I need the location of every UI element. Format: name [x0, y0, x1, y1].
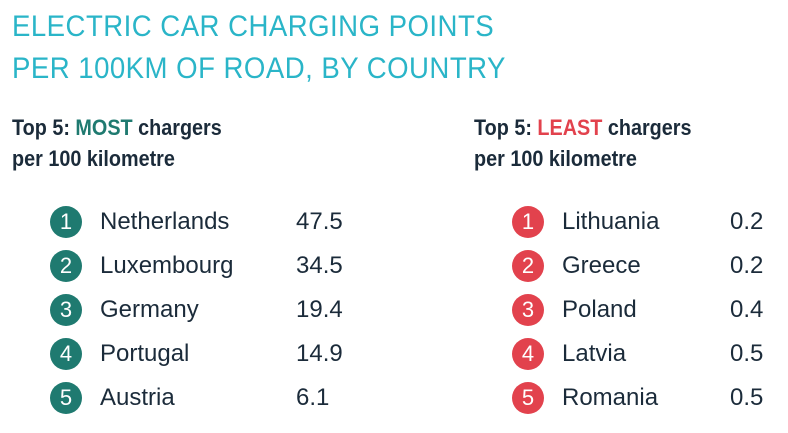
most-heading-line-1: Top 5: MOST chargers	[12, 112, 336, 143]
rank-badge: 1	[50, 206, 82, 238]
least-heading-highlight: LEAST	[537, 115, 603, 140]
most-heading-highlight: MOST	[75, 115, 133, 140]
charger-value: 0.2	[730, 252, 764, 279]
charger-value: 0.2	[730, 208, 764, 235]
country-name: Poland	[562, 296, 637, 323]
country-name: Romania	[562, 384, 659, 411]
rank-badge: 1	[512, 206, 544, 238]
charger-value: 34.5	[296, 252, 343, 279]
rank-badge: 3	[512, 294, 544, 326]
country-name: Portugal	[100, 340, 190, 367]
least-heading-line-1: Top 5: LEAST chargers	[474, 112, 753, 143]
country-name: Lithuania	[562, 208, 660, 235]
charger-value: 6.1	[296, 384, 330, 411]
charger-value: 14.9	[296, 340, 343, 367]
rank-badge: 5	[50, 382, 82, 414]
infographic-title: ELECTRIC CAR CHARGING POINTS PER 100KM O…	[12, 6, 720, 90]
most-heading-line-2: per 100 kilometre	[12, 146, 175, 171]
most-heading-prefix: Top 5:	[12, 115, 76, 140]
least-chargers-panel: Top 5: LEAST chargers per 100 kilometre …	[474, 112, 784, 414]
charger-value: 0.5	[730, 384, 764, 411]
title-line-1: ELECTRIC CAR CHARGING POINTS	[12, 10, 495, 43]
rank-badge: 3	[50, 294, 82, 326]
rank-badge: 2	[50, 250, 82, 282]
title-line-2: PER 100KM OF ROAD, BY COUNTRY	[12, 52, 506, 85]
charger-value: 0.5	[730, 340, 764, 367]
rank-badge: 5	[512, 382, 544, 414]
country-name: Netherlands	[100, 208, 230, 235]
least-panel-heading: Top 5: LEAST chargers per 100 kilometre	[474, 112, 753, 174]
least-heading-line-2: per 100 kilometre	[474, 146, 637, 171]
rank-badge: 4	[512, 338, 544, 370]
country-name: Austria	[100, 384, 175, 411]
country-name: Greece	[562, 252, 641, 279]
least-heading-suffix: chargers	[602, 115, 692, 140]
country-name: Latvia	[562, 340, 627, 367]
country-name: Luxembourg	[100, 252, 234, 279]
charger-value: 19.4	[296, 296, 343, 323]
country-name: Germany	[100, 296, 199, 323]
most-panel-heading: Top 5: MOST chargers per 100 kilometre	[12, 112, 336, 174]
charger-value: 47.5	[296, 208, 343, 235]
most-heading-suffix: chargers	[132, 115, 222, 140]
least-heading-prefix: Top 5:	[474, 115, 538, 140]
rank-badge: 4	[50, 338, 82, 370]
charger-value: 0.4	[730, 296, 764, 323]
most-chargers-panel: Top 5: MOST chargers per 100 kilometre 1…	[12, 112, 372, 414]
rank-badge: 2	[512, 250, 544, 282]
